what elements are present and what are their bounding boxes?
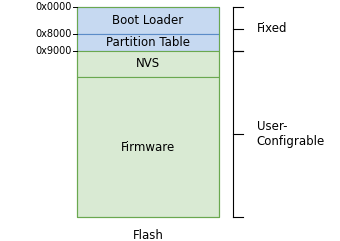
Bar xyxy=(76,34,219,51)
Text: 0x9000: 0x9000 xyxy=(35,46,71,56)
Text: Flash: Flash xyxy=(133,229,163,241)
Bar xyxy=(76,51,219,77)
Text: NVS: NVS xyxy=(136,57,160,70)
Text: User-
Configrable: User- Configrable xyxy=(257,120,325,148)
Text: Fixed: Fixed xyxy=(257,22,287,35)
Bar xyxy=(76,77,219,217)
Text: 0x0000: 0x0000 xyxy=(35,2,71,12)
Text: Boot Loader: Boot Loader xyxy=(112,14,184,27)
Text: Firmware: Firmware xyxy=(121,141,175,154)
Bar xyxy=(76,7,219,34)
Text: 0x8000: 0x8000 xyxy=(35,29,71,39)
Bar xyxy=(76,7,219,217)
Text: Partition Table: Partition Table xyxy=(106,36,190,49)
